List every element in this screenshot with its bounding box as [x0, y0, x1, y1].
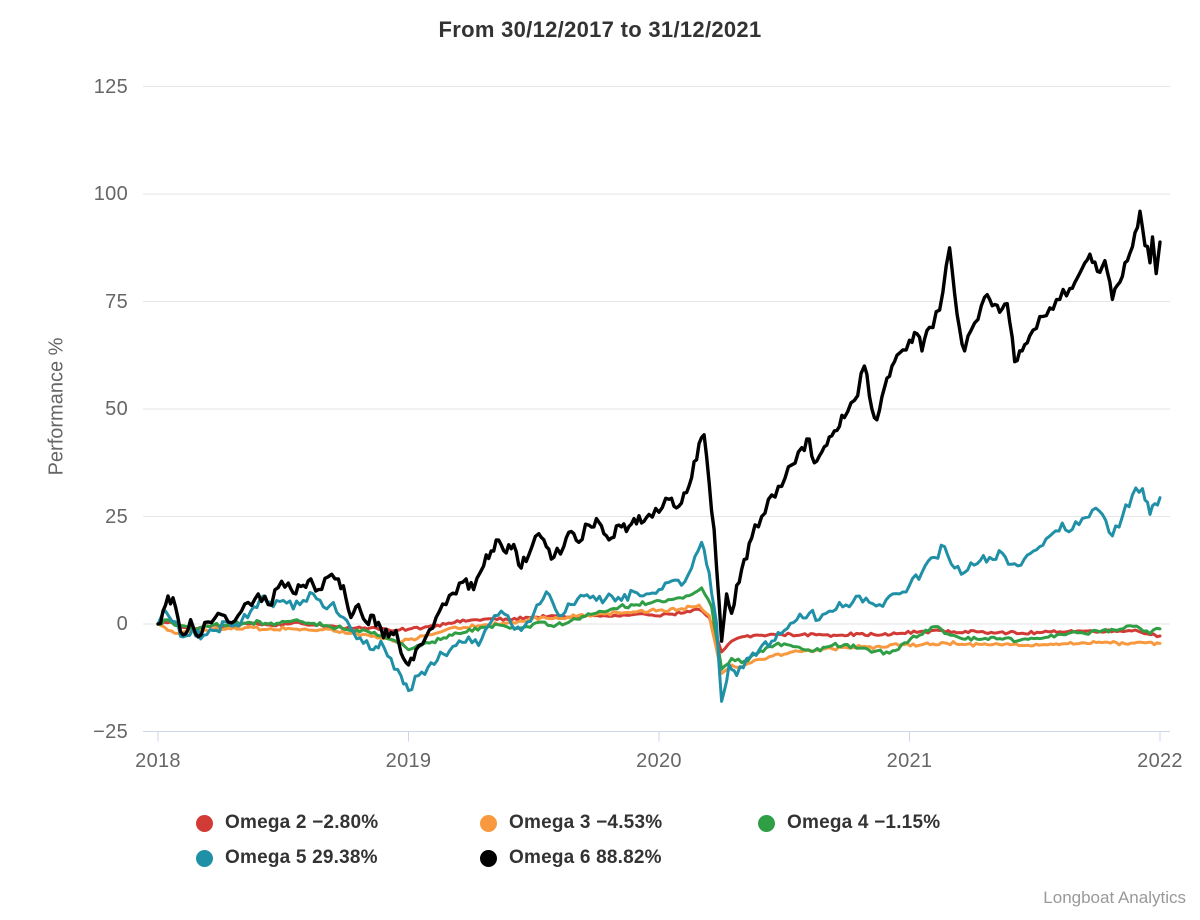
legend-item-omega-4[interactable]: Omega 4 −1.15% — [758, 806, 940, 840]
legend-item-omega-5[interactable]: Omega 5 29.38% — [196, 841, 480, 875]
legend-item-omega-6[interactable]: Omega 6 88.82% — [480, 841, 758, 875]
legend-item-label: Omega 2 −2.80% — [225, 812, 379, 833]
series-line-omega-5[interactable] — [156, 486, 1162, 703]
x-tick-label-2019: 2019 — [385, 750, 432, 772]
chart-title: From 30/12/2017 to 31/12/2021 — [438, 17, 762, 42]
legend-item-omega-2[interactable]: Omega 2 −2.80% — [196, 806, 480, 840]
series-line-omega-3[interactable] — [156, 603, 1162, 675]
x-tick-label-2022: 2022 — [1137, 750, 1183, 772]
legend: Omega 2 −2.80% Omega 3 −4.53% Omega 4 −1.1… — [196, 806, 940, 875]
legend-marker-icon — [758, 814, 775, 832]
series-line-omega-6[interactable] — [156, 209, 1162, 667]
y-tick-label-100: 100 — [93, 183, 128, 205]
legend-item-omega-3[interactable]: Omega 3 −4.53% — [480, 806, 758, 840]
y-tick-label-0: 0 — [116, 613, 128, 635]
y-tick-label-25: 25 — [105, 505, 128, 528]
x-tick-label-2018: 2018 — [135, 750, 181, 772]
legend-item-label: Omega 6 88.82% — [509, 847, 662, 868]
y-tick-label-125: 125 — [93, 75, 128, 98]
legend-item-label: Omega 4 −1.15% — [787, 812, 941, 833]
legend-marker-icon — [480, 814, 497, 832]
credits-link[interactable]: Longboat Analytics — [1043, 888, 1186, 907]
y-tick-label--25: −25 — [93, 720, 128, 743]
series-line-omega-4[interactable] — [156, 586, 1162, 671]
legend-marker-icon — [196, 849, 213, 867]
legend-item-label: Omega 3 −4.53% — [509, 812, 663, 833]
legend-item-label: Omega 5 29.38% — [225, 847, 378, 868]
y-tick-label-50: 50 — [105, 398, 128, 420]
x-tick-label-2021: 2021 — [886, 750, 933, 772]
y-tick-label-75: 75 — [105, 290, 128, 313]
legend-marker-icon — [196, 814, 213, 832]
legend-marker-icon — [480, 849, 497, 867]
x-tick-label-2020: 2020 — [636, 750, 682, 772]
